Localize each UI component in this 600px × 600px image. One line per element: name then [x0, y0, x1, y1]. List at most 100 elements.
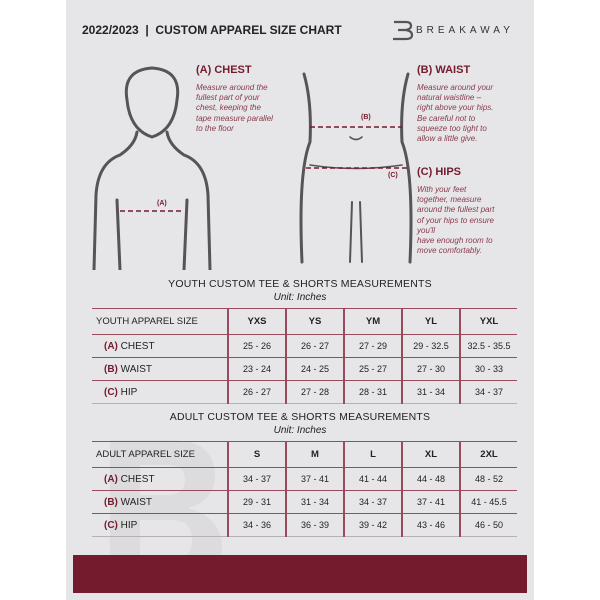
row-label: (B) WAIST	[92, 358, 228, 381]
measurement-cell: 29 - 32.5	[401, 334, 460, 358]
row-label-text: CHEST	[120, 340, 155, 352]
measurement-cell: 32.5 - 35.5	[459, 334, 517, 358]
measurement-cell: 27 - 29	[343, 334, 402, 358]
desc-line: squeeze too tight to	[417, 123, 487, 133]
waist-marker: (B)	[361, 114, 371, 121]
row-label-text: WAIST	[120, 363, 152, 375]
row-label: (A) CHEST	[92, 335, 228, 358]
chest-heading: (A) CHEST	[196, 64, 252, 76]
upper-body-figure	[92, 66, 212, 270]
table-row: (A) CHEST 25 - 26 26 - 27 27 - 29 29 - 32.5 3…	[92, 334, 517, 358]
table-row: (B) WAIST 29 - 31 31 - 34 34 - 37 37 - 41 41 …	[92, 490, 517, 514]
desc-line: move comfortably.	[417, 246, 482, 256]
watermark-logo	[110, 440, 222, 585]
row-key: (A)	[104, 340, 118, 352]
youth-size-table: YOUTH APPAREL SIZE YXS YS YM YL YXL (A) CHEST 2…	[92, 308, 517, 404]
table-row: (B) WAIST 23 - 24 24 - 25 25 - 27 27 - 30 30 …	[92, 357, 517, 381]
row-label: (C) HIP	[92, 514, 228, 537]
row-key: (B)	[104, 496, 118, 508]
row-label: (B) WAIST	[92, 491, 228, 514]
desc-line: allow a little give.	[417, 134, 478, 144]
size-header: ADULT APPAREL SIZE	[96, 449, 195, 460]
measurement-cell: 28 - 31	[343, 380, 402, 404]
row-label-text: HIP	[120, 519, 138, 531]
measurement-cell: 36 - 39	[285, 513, 344, 537]
table-row: (C) HIP 34 - 36 36 - 39 39 - 42 43 - 46 46 - …	[92, 513, 517, 537]
desc-line: fullest part of your	[196, 93, 260, 103]
desc-line: Be careful not to	[417, 113, 476, 123]
page-title: 2022/2023 | CUSTOM APPAREL SIZE CHART	[82, 23, 342, 37]
measurement-cell: 43 - 46	[401, 513, 460, 537]
size-column-header: YXS	[227, 308, 286, 335]
desc-line: have enough room to	[417, 236, 493, 246]
measurement-cell: 37 - 41	[285, 467, 344, 491]
measurement-cell: 41 - 44	[343, 467, 402, 491]
desc-line: chest, keeping the	[196, 103, 261, 113]
row-label-text: HIP	[120, 386, 138, 398]
row-label: (A) CHEST	[92, 468, 228, 491]
table-row: (C) HIP 26 - 27 27 - 28 28 - 31 31 - 34 34 - …	[92, 380, 517, 404]
lower-body-figure	[299, 72, 413, 264]
desc-line: Measure around the	[196, 83, 268, 92]
desc-line: together, measure	[417, 195, 482, 205]
size-column-header: L	[343, 441, 402, 468]
measurement-cell: 46 - 50	[459, 513, 517, 537]
chest-description: Measure around the fullest part of your ch…	[196, 83, 273, 134]
desc-line: to the floor	[196, 123, 234, 133]
desc-line: Measure around your	[417, 83, 494, 92]
hips-description: With your feet together, measure around th…	[417, 185, 494, 256]
measurement-cell: 41 - 45.5	[459, 490, 517, 514]
desc-line: you'll	[417, 225, 435, 235]
row-key: (C)	[104, 386, 118, 398]
measurement-cell: 31 - 34	[401, 380, 460, 404]
row-label-text: WAIST	[120, 496, 152, 508]
row-label: (C) HIP	[92, 381, 228, 404]
row-label-text: CHEST	[120, 473, 155, 485]
measurement-cell: 25 - 26	[227, 334, 286, 358]
measurement-cell: 25 - 27	[343, 357, 402, 381]
table-header-row: ADULT APPAREL SIZE S M L XL 2XL	[92, 441, 517, 468]
brand-name: BREAKAWAY	[416, 25, 514, 36]
measurement-cell: 34 - 37	[343, 490, 402, 514]
row-key: (B)	[104, 363, 118, 375]
size-column-header: YL	[401, 308, 460, 335]
measurement-cell: 26 - 27	[285, 334, 344, 358]
measurement-cell: 48 - 52	[459, 467, 517, 491]
waist-heading: (B) WAIST	[417, 64, 471, 76]
adult-size-table: ADULT APPAREL SIZE S M L XL 2XL (A) CHEST 34 - …	[92, 441, 517, 537]
measurement-cell: 39 - 42	[343, 513, 402, 537]
measurement-cell: 34 - 37	[227, 467, 286, 491]
waist-description: Measure around your natural waistline – ri…	[417, 83, 494, 144]
row-key: (A)	[104, 473, 118, 485]
hips-heading: (C) HIPS	[417, 166, 461, 178]
size-column-header: M	[285, 441, 344, 468]
measurement-cell: 29 - 31	[227, 490, 286, 514]
measurement-cell: 34 - 37	[459, 380, 517, 404]
desc-line: natural waistline –	[417, 93, 482, 103]
adult-section-title: ADULT CUSTOM TEE & SHORTS MEASUREMENTS	[169, 411, 431, 423]
measurement-cell: 34 - 36	[227, 513, 286, 537]
measurement-cell: 30 - 33	[459, 357, 517, 381]
row-key: (C)	[104, 519, 118, 531]
size-column-header: S	[227, 441, 286, 468]
desc-line: With your feet	[417, 185, 467, 194]
measurement-cell: 27 - 30	[401, 357, 460, 381]
desc-line: tape measure parallel	[196, 113, 273, 123]
hips-marker: (C)	[388, 172, 398, 179]
size-column-header: 2XL	[459, 441, 517, 468]
size-column-header: YXL	[459, 308, 517, 335]
measurement-cell: 23 - 24	[227, 357, 286, 381]
adult-unit: Unit: Inches	[273, 425, 327, 436]
measurement-cell: 24 - 25	[285, 357, 344, 381]
table-row: (A) CHEST 34 - 37 37 - 41 41 - 44 44 - 48 48 …	[92, 467, 517, 491]
breakaway-logo-icon	[393, 20, 414, 41]
measurement-cell: 44 - 48	[401, 467, 460, 491]
youth-section-title: YOUTH CUSTOM TEE & SHORTS MEASUREMENTS	[168, 278, 432, 290]
size-column-header: YS	[285, 308, 344, 335]
table-header-row: YOUTH APPAREL SIZE YXS YS YM YL YXL	[92, 308, 517, 335]
measurement-cell: 31 - 34	[285, 490, 344, 514]
size-header: YOUTH APPAREL SIZE	[96, 316, 198, 327]
desc-line: around the fullest part	[417, 205, 495, 215]
desc-line: of your hips to ensure	[417, 215, 494, 225]
footer-band	[73, 555, 527, 593]
